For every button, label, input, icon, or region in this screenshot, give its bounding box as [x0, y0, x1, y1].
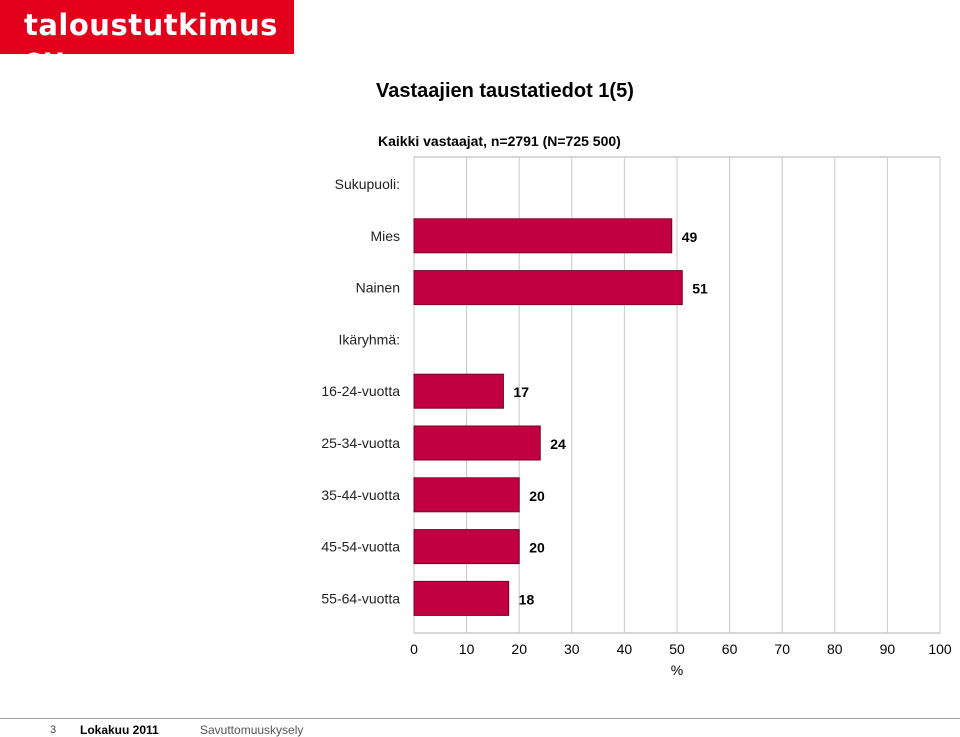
bar — [413, 477, 520, 513]
x-tick-label: 60 — [722, 641, 738, 657]
category-label: 45-54-vuotta — [321, 539, 400, 555]
chart-subtitle: Kaikki vastaajat, n=2791 (N=725 500) — [378, 133, 621, 149]
x-tick-label: 0 — [410, 641, 418, 657]
bar — [413, 529, 520, 565]
data-label: 20 — [529, 488, 545, 504]
category-label: 16-24-vuotta — [321, 383, 400, 399]
data-label: 18 — [519, 591, 535, 607]
logo-banner: taloustutkimus oy — [0, 0, 294, 76]
category-label: Mies — [370, 228, 400, 244]
data-label: 17 — [513, 384, 529, 400]
category-label: 25-34-vuotta — [321, 435, 400, 451]
category-label: 35-44-vuotta — [321, 487, 400, 503]
footer-divider — [0, 718, 960, 719]
labels-layer: 0 10 20 30 40 50 60 70 80 90 100% Sukupuoli: Mies 49 N… — [321, 176, 952, 678]
data-label: 20 — [529, 540, 545, 556]
x-axis-label: % — [671, 662, 683, 678]
data-label: 51 — [692, 281, 708, 297]
x-tick-label: 50 — [669, 641, 685, 657]
x-tick-label: 20 — [511, 641, 527, 657]
x-tick-label: 100 — [928, 641, 952, 657]
footer-survey-name: Savuttomuuskysely — [200, 723, 304, 737]
group-label: Ikäryhmä: — [339, 331, 400, 347]
page-title: Vastaajien taustatiedot 1(5) — [376, 80, 634, 102]
x-tick-label: 70 — [774, 641, 790, 657]
bar — [413, 218, 673, 254]
footer-date: Lokakuu 2011 — [80, 723, 159, 737]
bar — [413, 373, 504, 409]
x-tick-label: 10 — [459, 641, 475, 657]
bar — [413, 425, 541, 461]
category-label: Nainen — [356, 280, 400, 296]
x-tick-label: 90 — [880, 641, 896, 657]
group-label: Sukupuoli: — [335, 176, 400, 192]
data-label: 49 — [682, 229, 698, 245]
bar — [413, 270, 683, 306]
bar-chart: 0 10 20 30 40 50 60 70 80 90 100% Sukupuoli: Mies 49 N… — [321, 156, 952, 678]
bars-layer — [413, 218, 683, 616]
footer-page-number: 3 — [50, 724, 57, 736]
x-tick-label: 30 — [564, 641, 580, 657]
bar — [413, 580, 510, 616]
company-logo: taloustutkimus oy — [24, 8, 278, 76]
category-label: 55-64-vuotta — [321, 590, 400, 606]
data-label: 24 — [550, 436, 566, 452]
x-tick-label: 40 — [617, 641, 633, 657]
x-tick-label: 80 — [827, 641, 843, 657]
